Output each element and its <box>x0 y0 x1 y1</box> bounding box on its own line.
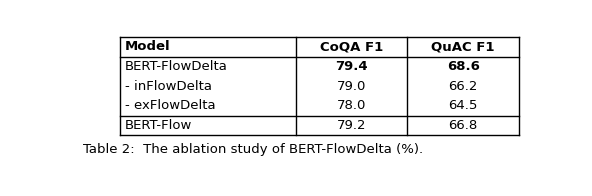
Text: - exFlowDelta: - exFlowDelta <box>125 99 215 112</box>
Text: BERT-Flow: BERT-Flow <box>125 119 192 132</box>
Text: - inFlowDelta: - inFlowDelta <box>125 80 212 93</box>
Text: QuAC F1: QuAC F1 <box>432 40 495 54</box>
Text: Model: Model <box>125 40 170 54</box>
Text: 79.2: 79.2 <box>337 119 366 132</box>
Text: CoQA F1: CoQA F1 <box>320 40 383 54</box>
Text: 64.5: 64.5 <box>449 99 478 112</box>
Text: 79.4: 79.4 <box>335 60 368 73</box>
Text: 66.8: 66.8 <box>449 119 478 132</box>
Text: 68.6: 68.6 <box>447 60 480 73</box>
Text: 66.2: 66.2 <box>449 80 478 93</box>
Text: 79.0: 79.0 <box>337 80 366 93</box>
Text: Table 2:  The ablation study of BERT-FlowDelta (%).: Table 2: The ablation study of BERT-Flow… <box>83 143 423 156</box>
Text: 78.0: 78.0 <box>337 99 366 112</box>
Text: BERT-FlowDelta: BERT-FlowDelta <box>125 60 227 73</box>
